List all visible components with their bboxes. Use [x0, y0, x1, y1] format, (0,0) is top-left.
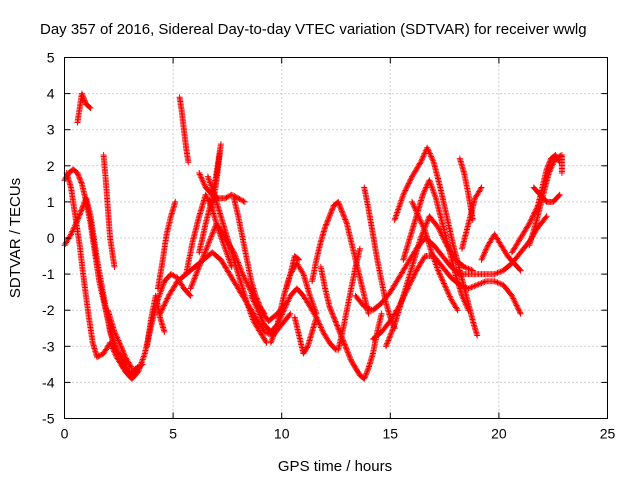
series-track-5: [100, 152, 118, 270]
y-tick-label: -3: [42, 338, 55, 354]
series-track-8: [154, 198, 179, 292]
y-tick-label: -2: [42, 302, 55, 318]
plot-frame: [64, 57, 608, 419]
data-markers: [409, 198, 461, 314]
series-track-21: [317, 263, 385, 382]
series-track-30: [459, 184, 485, 252]
series-track-19: [291, 314, 320, 357]
data-markers: [508, 152, 563, 256]
series-track-35: [478, 231, 524, 274]
data-markers: [283, 253, 303, 292]
series-track-3: [63, 170, 133, 375]
data-markers: [335, 245, 363, 353]
data-markers: [204, 173, 270, 346]
data-markers: [530, 184, 563, 205]
series-track-13: [183, 191, 235, 278]
series-track-4: [74, 90, 94, 126]
x-tick-label: 25: [600, 426, 616, 442]
x-tick-label: 5: [169, 426, 177, 442]
series-track-6: [104, 307, 135, 371]
axis-ticks: 0 5 10 15 20 25 -5 -4 -3 -2 -1 0 1 2 3 4 5: [42, 50, 615, 442]
y-axis-label: SDTVAR / TECUs: [7, 178, 24, 298]
y-tick-label: -5: [42, 411, 55, 427]
series-track-15: [204, 173, 270, 346]
series-track-32: [508, 152, 563, 256]
x-tick-label: 15: [383, 426, 399, 442]
series-track-18: [283, 253, 303, 292]
data-markers: [74, 90, 94, 126]
y-tick-label: 4: [47, 86, 55, 102]
data-markers: [317, 263, 385, 382]
data-markers: [176, 94, 192, 166]
chart-title: Day 357 of 2016, Sidereal Day-to-day VTE…: [40, 21, 587, 38]
y-tick-label: -1: [42, 266, 55, 282]
series-track-36: [230, 195, 268, 317]
y-tick-label: 5: [47, 50, 55, 66]
y-tick-label: 2: [47, 158, 55, 174]
data-markers: [478, 231, 524, 274]
series-track-9: [176, 94, 192, 166]
data-points: [61, 90, 565, 382]
y-tick-label: 3: [47, 122, 55, 138]
series-track-20: [309, 198, 372, 317]
series-track-31: [456, 155, 476, 223]
x-tick-label: 10: [274, 426, 290, 442]
y-tick-label: 0: [47, 230, 55, 246]
series-track-29: [409, 198, 461, 314]
data-markers: [459, 184, 485, 252]
series-track-34: [530, 184, 563, 205]
data-markers: [100, 152, 118, 270]
y-tick-label: 1: [47, 194, 55, 210]
data-markers: [183, 191, 235, 278]
series-track-22: [335, 245, 363, 353]
x-axis-label: GPS time / hours: [278, 458, 392, 475]
y-tick-label: -4: [42, 374, 55, 390]
data-markers: [104, 307, 135, 371]
data-markers: [309, 198, 372, 317]
x-tick-label: 20: [491, 426, 507, 442]
data-markers: [154, 198, 179, 292]
data-markers: [230, 195, 268, 317]
data-markers: [63, 170, 133, 375]
data-markers: [456, 155, 476, 223]
data-markers: [157, 249, 294, 339]
data-markers: [291, 314, 320, 357]
grid-lines: [64, 57, 608, 419]
series-track-10: [157, 249, 294, 339]
x-tick-label: 0: [61, 426, 69, 442]
